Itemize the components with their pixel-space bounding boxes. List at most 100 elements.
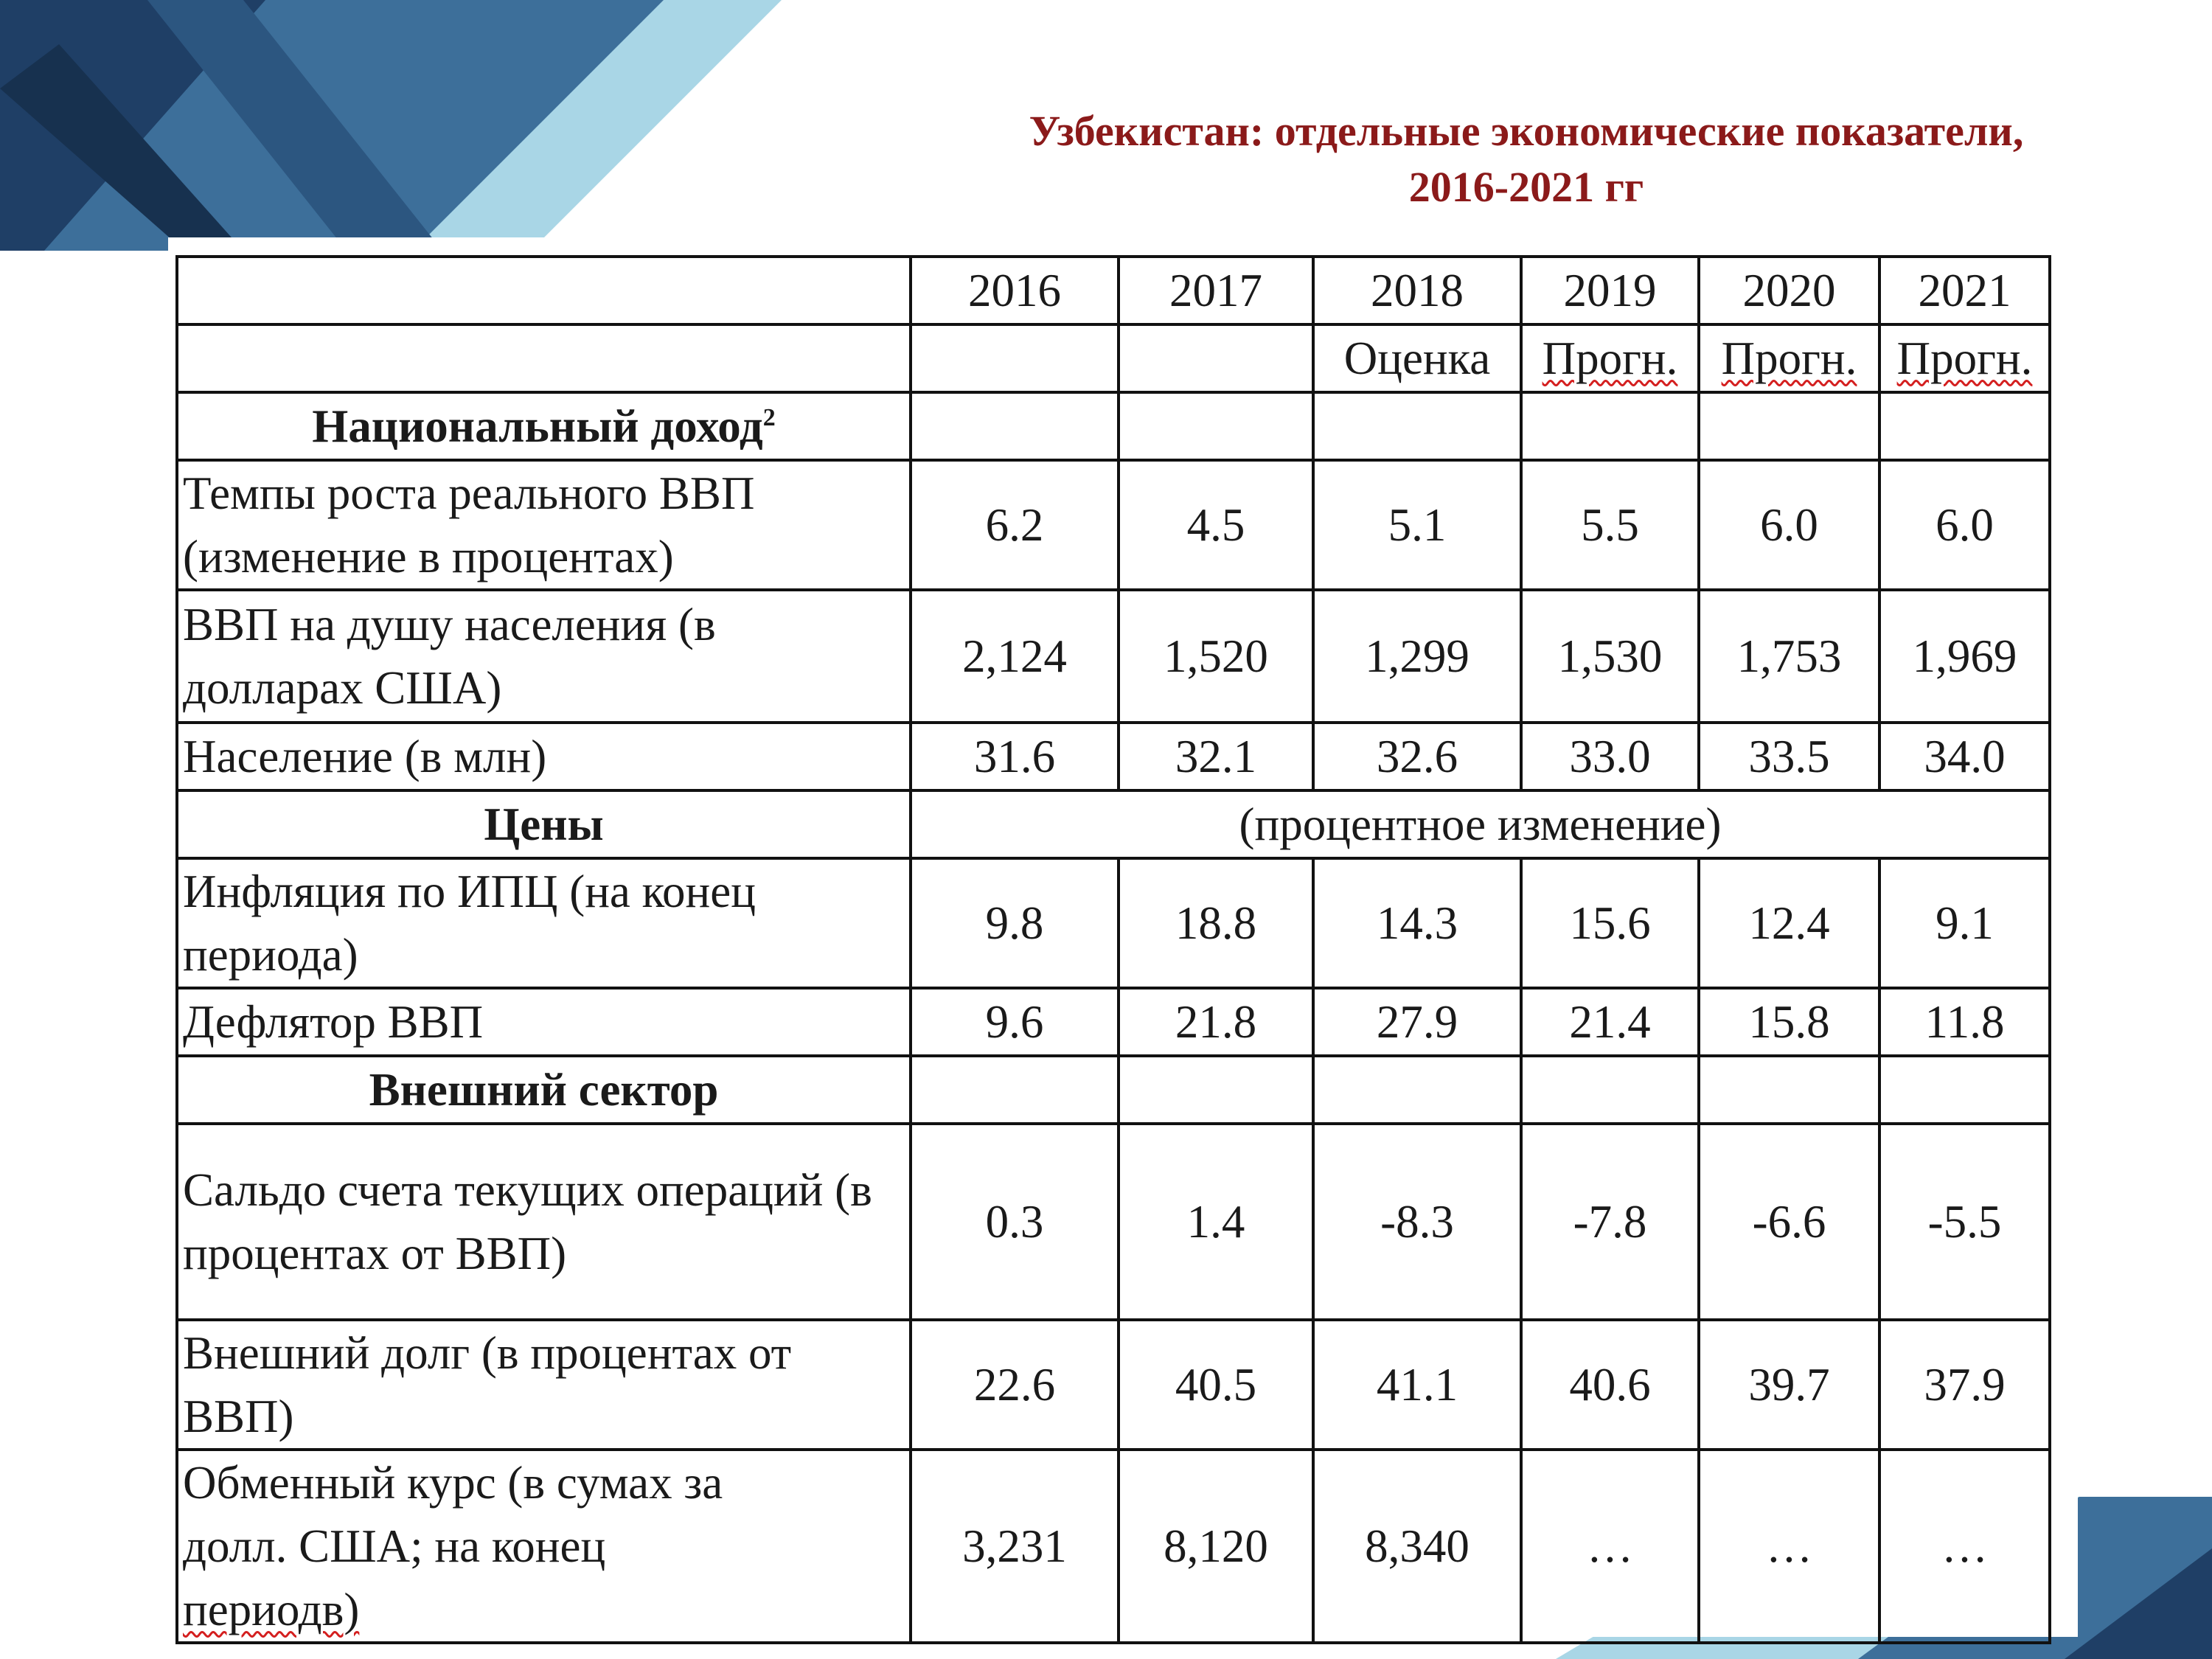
empty-cell bbox=[909, 391, 1120, 462]
external-debt-2021: 37.9 bbox=[1878, 1318, 2051, 1451]
exchange-rate-label-line-2: долл. США; на конец bbox=[183, 1520, 606, 1572]
section-income: Национальный доход2 bbox=[175, 391, 912, 462]
current-account-2018: -8.3 bbox=[1312, 1122, 1523, 1321]
population-2019: 33.0 bbox=[1520, 721, 1700, 792]
external-debt-2020: 39.7 bbox=[1697, 1318, 1881, 1451]
population-2017: 32.1 bbox=[1117, 721, 1315, 792]
gdp-growth-2017: 4.5 bbox=[1117, 459, 1315, 591]
header-years-row: 2016 2017 2018 2019 2020 2021 bbox=[175, 255, 2051, 326]
label-current-account: Сальдо счета текущих операций (в процент… bbox=[175, 1122, 912, 1321]
cpi-2020: 12.4 bbox=[1697, 857, 1881, 990]
row-current-account: Сальдо счета текущих операций (в процент… bbox=[175, 1122, 2051, 1321]
label-gdp-growth: Темпы роста реального ВВП (изменение в п… bbox=[175, 459, 912, 591]
cpi-2021: 9.1 bbox=[1878, 857, 2051, 990]
gdp-growth-2020: 6.0 bbox=[1697, 459, 1881, 591]
row-population: Население (в млн) 31.6 32.1 32.6 33.0 33… bbox=[175, 721, 2051, 792]
gdp-per-capita-2016: 2,124 bbox=[909, 588, 1120, 724]
population-2021: 34.0 bbox=[1878, 721, 2051, 792]
exchange-rate-label-line-3: периодв) bbox=[183, 1584, 360, 1635]
deflator-2017: 21.8 bbox=[1117, 987, 1315, 1057]
gdp-growth-2018: 5.1 bbox=[1312, 459, 1523, 591]
decor-bottom-dark bbox=[2065, 1548, 2212, 1659]
empty-cell bbox=[1312, 391, 1523, 462]
section-external-row: Внешний сектор bbox=[175, 1054, 2051, 1125]
gdp-per-capita-2018: 1,299 bbox=[1312, 588, 1523, 724]
external-debt-2017: 40.5 bbox=[1117, 1318, 1315, 1451]
section-prices-row: Цены (процентное изменение) bbox=[175, 789, 2051, 860]
exchange-rate-2019: … bbox=[1520, 1448, 1700, 1644]
cpi-2017: 18.8 bbox=[1117, 857, 1315, 990]
row-deflator: Дефлятор ВВП 9.6 21.8 27.9 21.4 15.8 11.… bbox=[175, 987, 2051, 1057]
deflator-2016: 9.6 bbox=[909, 987, 1120, 1057]
note-2016 bbox=[909, 323, 1120, 394]
deflator-2019: 21.4 bbox=[1520, 987, 1700, 1057]
empty-cell bbox=[1520, 1054, 1700, 1125]
note-2020: Прогн. bbox=[1721, 333, 1857, 384]
empty-cell bbox=[1697, 1054, 1881, 1125]
empty-cell bbox=[1878, 1054, 2051, 1125]
exchange-rate-2020: … bbox=[1697, 1448, 1881, 1644]
population-2016: 31.6 bbox=[909, 721, 1120, 792]
empty-cell bbox=[1117, 391, 1315, 462]
label-gdp-per-capita: ВВП на душу населения (в долларах США) bbox=[175, 588, 912, 724]
title-line-1: Узбекистан: отдельные экономические пока… bbox=[1029, 107, 2024, 155]
row-external-debt: Внешний долг (в процентах от ВВП) 22.6 4… bbox=[175, 1318, 2051, 1451]
cpi-2019: 15.6 bbox=[1520, 857, 1700, 990]
row-cpi: Инфляция по ИПЦ (на конец периода) 9.8 1… bbox=[175, 857, 2051, 990]
population-2018: 32.6 bbox=[1312, 721, 1523, 792]
section-external: Внешний сектор bbox=[175, 1054, 912, 1125]
indicators-table: 2016 2017 2018 2019 2020 2021 Оценка Про… bbox=[175, 255, 2051, 1644]
empty-cell bbox=[1117, 1054, 1315, 1125]
decor-top-stripe2 bbox=[0, 44, 243, 251]
current-account-2019: -7.8 bbox=[1520, 1122, 1700, 1321]
exchange-rate-2021: … bbox=[1878, 1448, 2051, 1644]
empty-cell bbox=[1520, 391, 1700, 462]
current-account-2020: -6.6 bbox=[1697, 1122, 1881, 1321]
section-prices: Цены bbox=[175, 789, 912, 860]
exchange-rate-2018: 8,340 bbox=[1312, 1448, 1523, 1644]
external-debt-2016: 22.6 bbox=[909, 1318, 1120, 1451]
external-debt-2019: 40.6 bbox=[1520, 1318, 1700, 1451]
header-corner bbox=[175, 255, 912, 326]
row-gdp-growth: Темпы роста реального ВВП (изменение в п… bbox=[175, 459, 2051, 591]
section-income-sup: 2 bbox=[762, 404, 776, 431]
header-notes-row: Оценка Прогн. Прогн. Прогн. bbox=[175, 323, 2051, 394]
year-2019: 2019 bbox=[1520, 255, 1700, 326]
label-cpi: Инфляция по ИПЦ (на конец периода) bbox=[175, 857, 912, 990]
decor-top-stripe bbox=[147, 0, 442, 251]
exchange-rate-label-line-1: Обменный курс (в сумах за bbox=[183, 1457, 723, 1509]
notes-corner bbox=[175, 323, 912, 394]
year-2020: 2020 bbox=[1697, 255, 1881, 326]
gdp-growth-2019: 5.5 bbox=[1520, 459, 1700, 591]
label-exchange-rate: Обменный курс (в сумах за долл. США; на … bbox=[175, 1448, 912, 1644]
gdp-per-capita-2019: 1,530 bbox=[1520, 588, 1700, 724]
label-population: Население (в млн) bbox=[175, 721, 912, 792]
label-external-debt: Внешний долг (в процентах от ВВП) bbox=[175, 1318, 912, 1451]
label-deflator: Дефлятор ВВП bbox=[175, 987, 912, 1057]
row-gdp-per-capita: ВВП на душу населения (в долларах США) 2… bbox=[175, 588, 2051, 724]
gdp-per-capita-2021: 1,969 bbox=[1878, 588, 2051, 724]
cpi-2016: 9.8 bbox=[909, 857, 1120, 990]
prices-span-note: (процентное изменение) bbox=[909, 789, 2051, 860]
current-account-2016: 0.3 bbox=[909, 1122, 1120, 1321]
empty-cell bbox=[1878, 391, 2051, 462]
page-title: Узбекистан: отдельные экономические пока… bbox=[848, 103, 2205, 215]
table-panel: 2016 2017 2018 2019 2020 2021 Оценка Про… bbox=[168, 237, 2078, 1644]
deflator-2021: 11.8 bbox=[1878, 987, 2051, 1057]
note-2018: Оценка bbox=[1312, 323, 1523, 394]
note-2021: Прогн. bbox=[1896, 333, 2033, 384]
population-2020: 33.5 bbox=[1697, 721, 1881, 792]
external-debt-2018: 41.1 bbox=[1312, 1318, 1523, 1451]
exchange-rate-2016: 3,231 bbox=[909, 1448, 1120, 1644]
empty-cell bbox=[1312, 1054, 1523, 1125]
title-line-2: 2016-2021 гг bbox=[1408, 163, 1644, 211]
deflator-2020: 15.8 bbox=[1697, 987, 1881, 1057]
gdp-per-capita-2017: 1,520 bbox=[1117, 588, 1315, 724]
gdp-growth-2021: 6.0 bbox=[1878, 459, 2051, 591]
deflator-2018: 27.9 bbox=[1312, 987, 1523, 1057]
empty-cell bbox=[909, 1054, 1120, 1125]
exchange-rate-2017: 8,120 bbox=[1117, 1448, 1315, 1644]
year-2021: 2021 bbox=[1878, 255, 2051, 326]
cpi-2018: 14.3 bbox=[1312, 857, 1523, 990]
